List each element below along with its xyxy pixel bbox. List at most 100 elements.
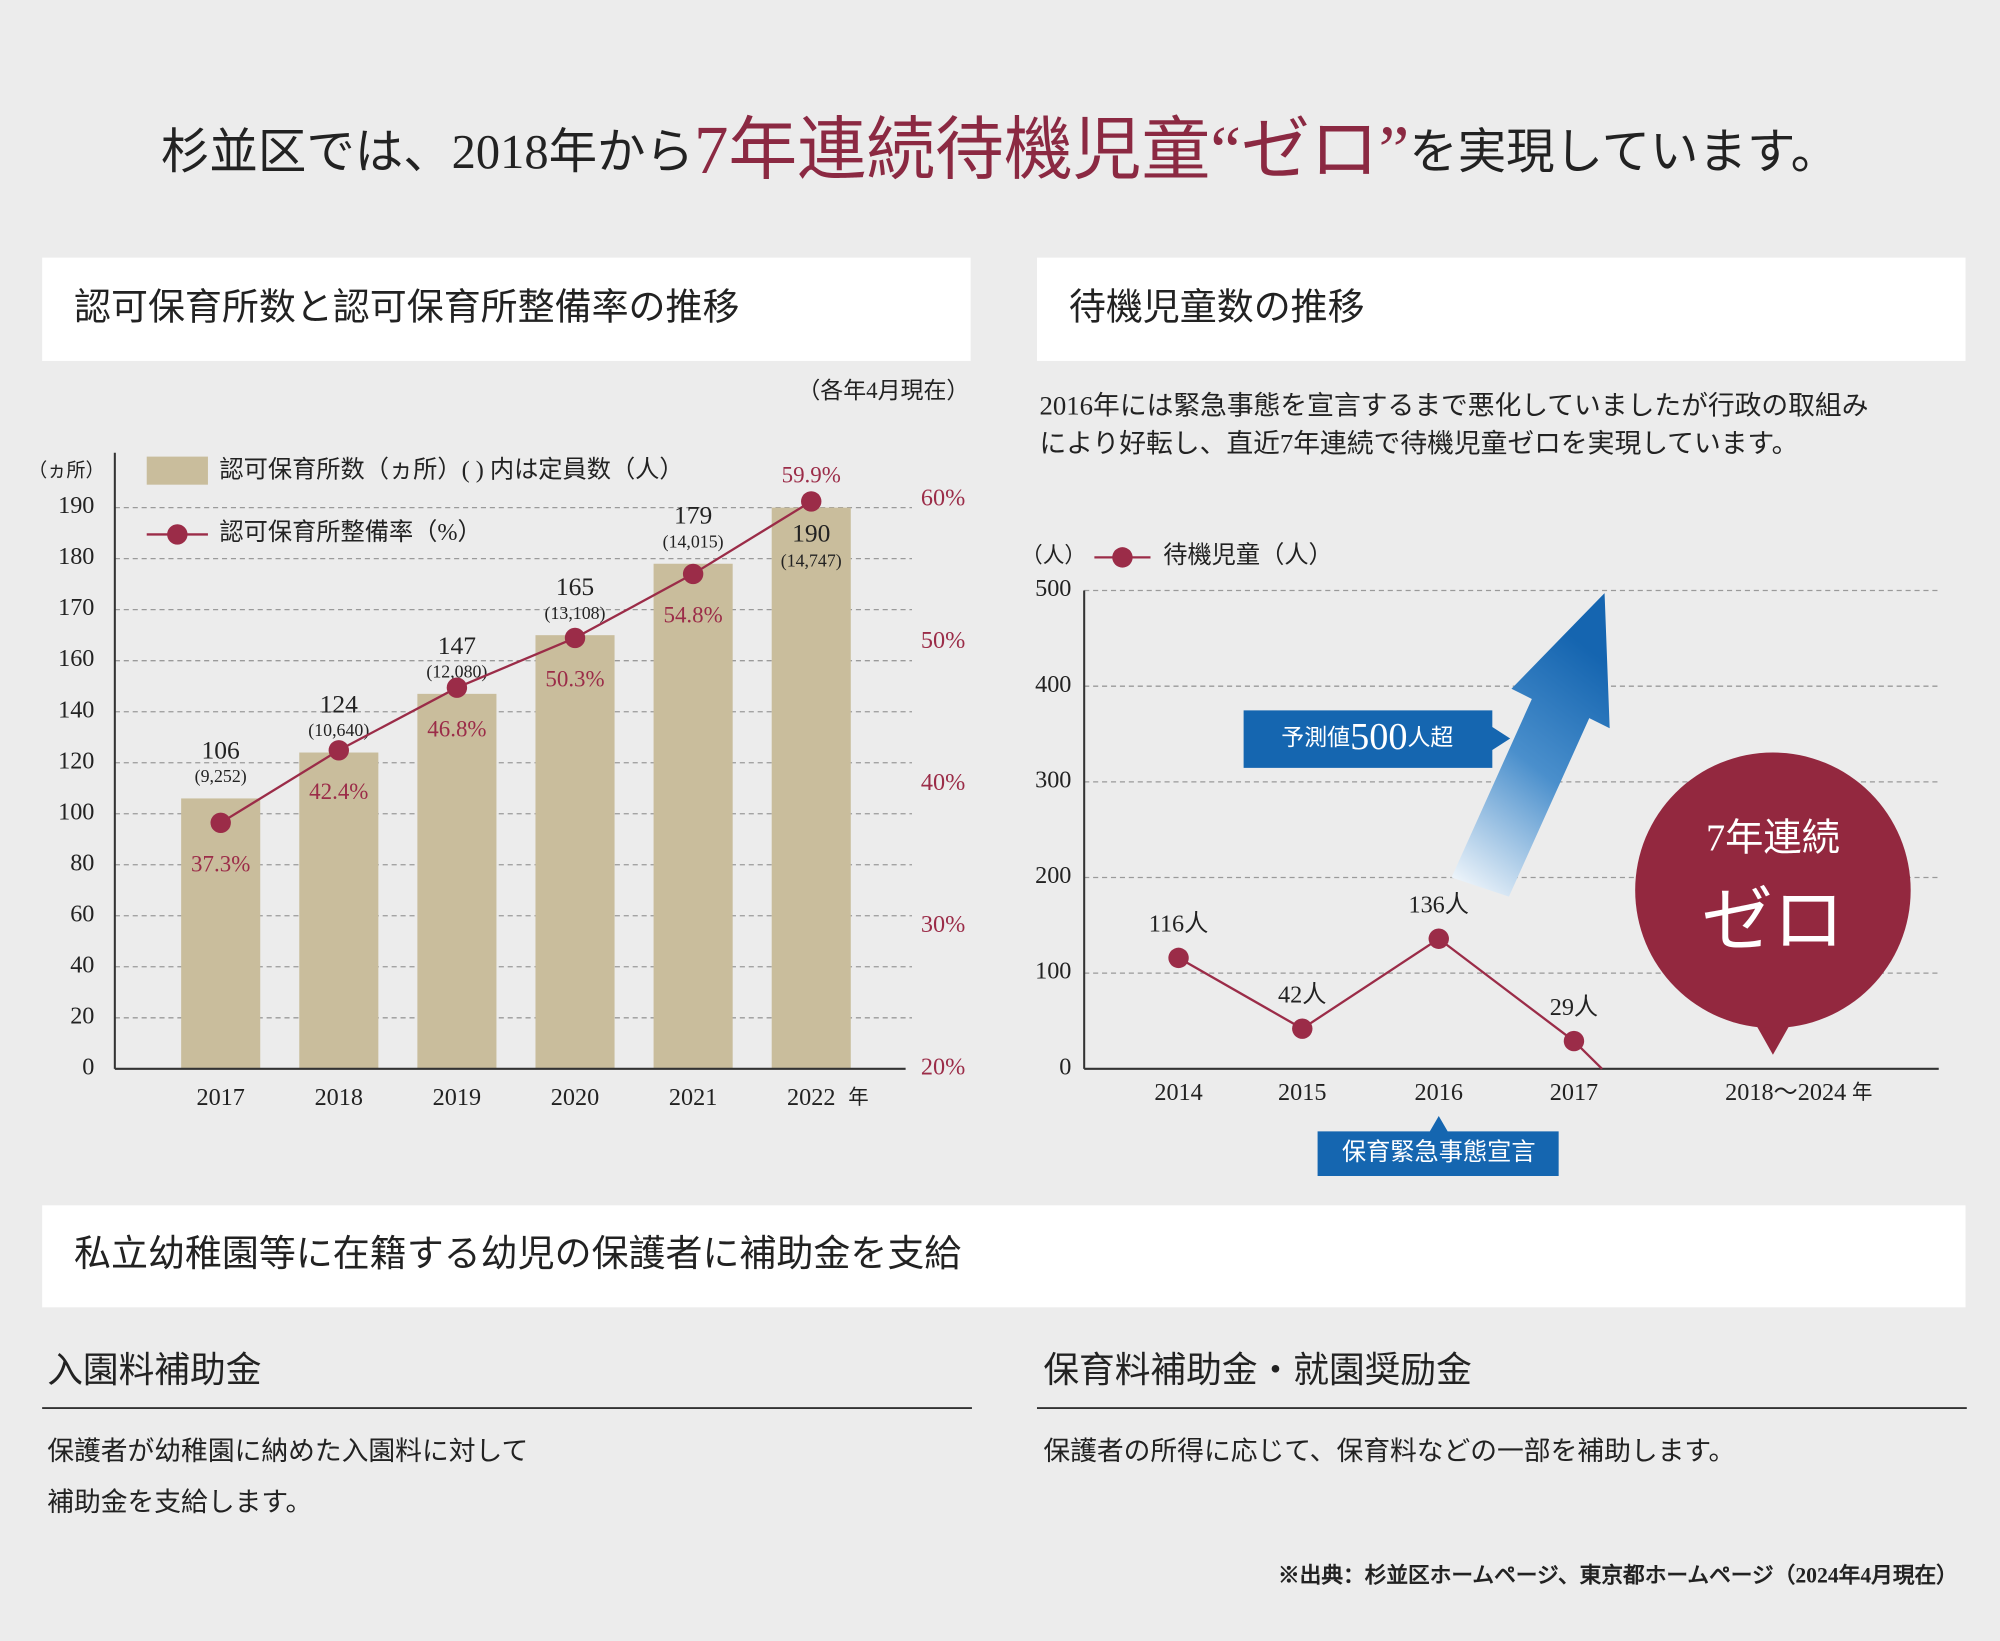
description: により好転し、直近7年連続で待機児童ゼロを実現しています。 bbox=[1040, 429, 1799, 459]
y-tick-label: 100 bbox=[1035, 958, 1071, 985]
callout-part: 人超 bbox=[1407, 725, 1453, 750]
y2-tick-label: 60% bbox=[921, 485, 965, 512]
panel-title: 待機児童数の推移 bbox=[1069, 287, 1365, 328]
y-tick-label: 160 bbox=[58, 645, 94, 672]
value-label: 136人 bbox=[1408, 891, 1469, 918]
x-tick-label: 2017 bbox=[1550, 1079, 1598, 1106]
bar-value-label: 165 bbox=[556, 572, 594, 601]
title-pre: 杉並区では、2018年から bbox=[161, 126, 694, 179]
badge-text: 7年連続 bbox=[1706, 817, 1840, 860]
capacity-label: (12,080) bbox=[426, 662, 487, 683]
x-tick-label: 2018〜2024 bbox=[1725, 1079, 1846, 1106]
y-tick-label: 200 bbox=[1035, 862, 1071, 889]
item-heading: 保育料補助金・就園奨励金 bbox=[1043, 1350, 1471, 1390]
bar bbox=[181, 798, 261, 1069]
callout-box bbox=[1317, 1116, 1559, 1176]
item-body: 補助金を支給します。 bbox=[47, 1487, 312, 1517]
bar bbox=[417, 693, 497, 1069]
x-tick-label: 2015 bbox=[1278, 1079, 1326, 1106]
rate-marker bbox=[328, 740, 350, 761]
panel-header bbox=[1036, 257, 1966, 361]
panel-header bbox=[42, 257, 971, 361]
bar bbox=[653, 563, 733, 1069]
capacity-label: (10,640) bbox=[308, 720, 369, 741]
callout-text: 予測値500人超 bbox=[1281, 716, 1453, 758]
bar bbox=[299, 752, 379, 1069]
panel-title: 認可保育所数と認可保育所整備率の推移 bbox=[74, 287, 739, 328]
waiting-marker bbox=[1168, 947, 1189, 969]
bar bbox=[535, 635, 615, 1069]
capacity-label: (14,747) bbox=[781, 551, 842, 572]
item-heading: 入園料補助金 bbox=[47, 1350, 261, 1390]
badge bbox=[1635, 752, 1911, 1029]
rate-label: 37.3% bbox=[191, 851, 250, 876]
y-tick-label: 140 bbox=[58, 696, 94, 723]
rate-label: 54.8% bbox=[664, 603, 723, 628]
x-tick-label: 2018 bbox=[315, 1084, 363, 1111]
callout-box bbox=[1243, 710, 1511, 768]
y-unit: （ヵ所） bbox=[28, 459, 105, 481]
section-title: 私立幼稚園等に在籍する幼児の保護者に補助金を支給 bbox=[74, 1233, 961, 1274]
bar-value-label: 179 bbox=[674, 501, 712, 530]
x-unit: 年 bbox=[848, 1086, 868, 1109]
note: （各年4月現在） bbox=[797, 378, 969, 403]
y-tick-label: 190 bbox=[58, 492, 94, 519]
page-title: 杉並区では、2018年から7年連続待機児童“ゼロ”を実現しています。 bbox=[161, 112, 1839, 188]
rate-label: 50.3% bbox=[545, 667, 604, 692]
y-tick-label: 300 bbox=[1035, 766, 1071, 793]
y-tick-label: 40 bbox=[70, 951, 94, 978]
y-tick-label: 400 bbox=[1035, 671, 1071, 698]
rate-label: 46.8% bbox=[427, 716, 486, 741]
source: ※出典：杉並区ホームページ、東京都ホームページ（2024年4月現在） bbox=[1278, 1563, 1958, 1588]
rate-line bbox=[220, 500, 812, 824]
bar-value-label: 147 bbox=[438, 631, 477, 660]
legend-marker bbox=[167, 524, 188, 545]
bar bbox=[771, 507, 851, 1069]
y2-tick-label: 20% bbox=[921, 1053, 965, 1080]
y-tick-label: 80 bbox=[70, 849, 94, 876]
title-post: を実現しています。 bbox=[1409, 126, 1839, 179]
legend-label: 待機児童（人） bbox=[1163, 542, 1333, 569]
forecast-arrow bbox=[1451, 593, 1610, 897]
rate-marker bbox=[210, 812, 231, 834]
capacity-label: (14,015) bbox=[663, 531, 724, 552]
description: 2016年には緊急事態を宣言するまで悪化していましたが行政の取組み bbox=[1040, 390, 1869, 420]
title-emphasis: 7年連続待機児童“ゼロ” bbox=[694, 112, 1409, 188]
waiting-line bbox=[1177, 937, 1575, 1043]
x-tick-label: 2022 bbox=[787, 1084, 835, 1111]
bar-value-label: 124 bbox=[320, 689, 359, 718]
x-tick-label: 2019 bbox=[433, 1084, 481, 1111]
y-tick-label: 170 bbox=[58, 594, 94, 621]
y-tick-label: 500 bbox=[1035, 575, 1071, 602]
rate-marker bbox=[564, 627, 586, 649]
x-tick-label: 2014 bbox=[1154, 1079, 1202, 1106]
x-tick-label: 2017 bbox=[196, 1084, 244, 1111]
rate-label: 42.4% bbox=[309, 779, 368, 804]
y-tick-label: 0 bbox=[1059, 1053, 1071, 1080]
x-unit: 年 bbox=[1852, 1081, 1872, 1104]
decline-tail bbox=[1573, 1040, 1603, 1070]
legend-label: 認可保育所数（ヵ所）( ) 内は定員数（人） bbox=[219, 456, 683, 483]
rate-label: 59.9% bbox=[782, 462, 841, 487]
legend-marker bbox=[1112, 547, 1133, 568]
capacity-label: (13,108) bbox=[545, 603, 606, 624]
bar-value-label: 190 bbox=[792, 519, 830, 548]
panel-header bbox=[42, 1205, 1966, 1308]
x-tick-label: 2021 bbox=[669, 1084, 717, 1111]
item-body: 保護者が幼稚園に納めた入園料に対して bbox=[47, 1436, 528, 1466]
waiting-marker bbox=[1428, 928, 1449, 949]
callout-part: 500 bbox=[1350, 716, 1407, 758]
y2-tick-label: 50% bbox=[921, 627, 965, 654]
item-body: 保護者の所得に応じて、保育料などの一部を補助します。 bbox=[1043, 1436, 1735, 1466]
callout-text: 保育緊急事態宣言 bbox=[1342, 1139, 1536, 1166]
y-tick-label: 120 bbox=[58, 747, 94, 774]
y-tick-label: 0 bbox=[82, 1053, 94, 1080]
capacity-label: (9,252) bbox=[195, 766, 247, 787]
legend-label: 認可保育所整備率（%） bbox=[219, 519, 481, 546]
y2-tick-label: 40% bbox=[921, 769, 965, 796]
y-tick-label: 60 bbox=[70, 900, 94, 927]
value-label: 42人 bbox=[1278, 981, 1326, 1008]
y-tick-label: 180 bbox=[58, 543, 94, 570]
waiting-marker bbox=[1292, 1018, 1313, 1039]
